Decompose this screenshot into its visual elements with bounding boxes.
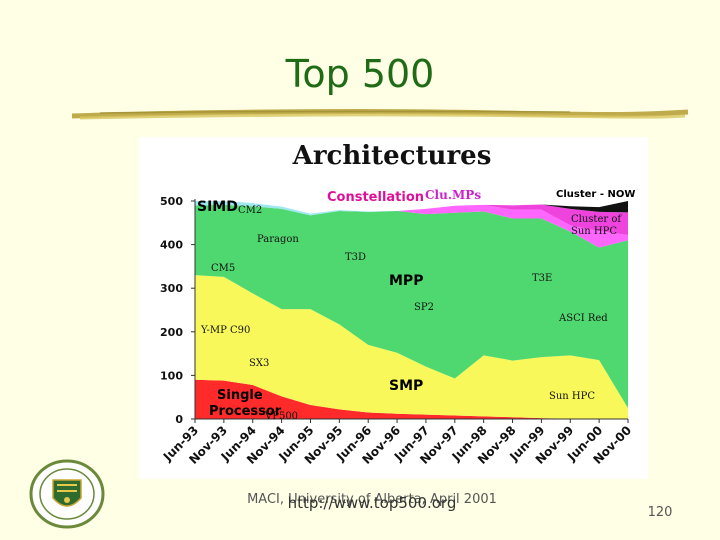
annotation-sx3: SX3: [249, 358, 269, 369]
slide-title: Top 500: [285, 52, 435, 96]
annotation-cluster-of-sun-hpc: Sun HPC: [571, 226, 617, 237]
series-label-smp: SMP: [389, 378, 423, 394]
y-tick-label: 400: [160, 239, 183, 252]
y-tick-label: 200: [160, 326, 183, 339]
annotation-sun-hpc: Sun HPC: [549, 391, 595, 402]
annotation-asci-red: ASCI Red: [558, 313, 608, 324]
annotation-paragon: Paragon: [257, 234, 299, 245]
footer-url-link[interactable]: http://www.top500.org: [287, 494, 457, 512]
annotation-t3d: T3D: [345, 252, 366, 263]
series-label-simd: SIMD: [197, 199, 238, 215]
annotation-t3e: T3E: [532, 273, 552, 284]
page-number: 120: [647, 505, 673, 520]
area-mpp: [195, 204, 628, 409]
area-simd: [195, 201, 628, 248]
annotation-vp500: VP500: [264, 411, 298, 422]
series-label-mpp: MPP: [389, 273, 423, 289]
y-tick-label: 500: [160, 195, 183, 208]
annotation-cm2: CM2: [238, 205, 262, 216]
footer-source: MACI, University of Alberta, April 2001: [247, 492, 497, 507]
area-smp: [195, 275, 628, 419]
y-tick-label: 0: [175, 413, 183, 426]
series-label-single-processor: Processor: [209, 404, 282, 419]
annotation-y-mp-c90: Y-MP C90: [200, 325, 250, 336]
series-label-clu-mps: Clu.MPs: [425, 188, 481, 202]
title-underline: [71, 109, 689, 120]
chart-title: Architectures: [292, 141, 492, 171]
annotation-cluster-of-sun-hpc: Cluster of: [571, 214, 622, 225]
y-tick-label: 100: [160, 369, 183, 382]
series-label-constellation: Constellation: [327, 190, 424, 205]
series-label-cluster-now: Cluster - NOW: [556, 189, 635, 200]
annotation-sp2: SP2: [414, 302, 434, 313]
architectures-chart: Architectures 0100200300400500Jun-93Nov-…: [160, 141, 635, 467]
chart-image: Architectures 0 100 200 300 400 500 Jun-93 Nov-…: [139, 137, 648, 479]
annotation-cm5: CM5: [211, 263, 235, 274]
university-crest-logo: [29, 459, 105, 529]
area-constellation: [195, 201, 628, 248]
area-clu-mps: [195, 201, 628, 236]
area-single-processor: [195, 379, 628, 419]
y-tick-label: 300: [160, 282, 183, 295]
series-label-single-processor: Single: [217, 388, 263, 403]
